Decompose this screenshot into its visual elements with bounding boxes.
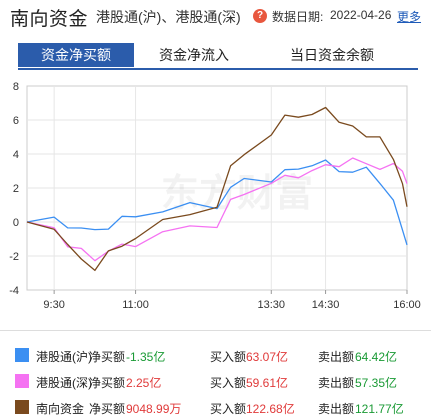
sell-amount-label: 卖出额	[318, 402, 355, 416]
x-tick-label: 16:00	[393, 299, 421, 311]
tab-underline	[18, 68, 418, 70]
sell-amount-value: 121.77亿	[355, 402, 404, 416]
tab-net-buy[interactable]: 资金净买额	[18, 43, 134, 67]
buy-amount-label: 买入额	[210, 402, 247, 416]
sell-amount-value: 57.35亿	[355, 376, 398, 390]
date-label: 数据日期:	[272, 10, 324, 24]
x-tick-label: 13:30	[258, 299, 286, 311]
y-tick-label: -2	[9, 251, 19, 263]
series-line-1	[26, 159, 408, 246]
y-tick-label: 2	[13, 183, 19, 195]
page-title: 南向资金	[10, 9, 89, 30]
tab-daily-balance[interactable]: 当日资金余额	[290, 47, 374, 63]
y-tick-label: 8	[13, 81, 19, 93]
buy-amount-value: 122.68亿	[246, 402, 295, 416]
net-buy-label: 净买额	[89, 350, 126, 364]
series-line-2	[26, 157, 408, 262]
more-link[interactable]: 更多	[397, 10, 422, 24]
legend-row: 南向资金 净买额 9048.99万 买入额 122.68亿 卖出额 121.77亿	[0, 395, 431, 419]
sell-amount-label: 卖出额	[318, 350, 355, 364]
y-tick-label: 0	[13, 217, 19, 229]
buy-amount-label: 买入额	[210, 376, 247, 390]
net-buy-label: 净买额	[89, 376, 126, 390]
y-tick-label: 4	[13, 149, 19, 161]
sell-amount-label: 卖出额	[318, 376, 355, 390]
legend-name: 港股通(深)	[36, 376, 92, 390]
y-tick-label: 6	[13, 115, 19, 127]
y-tick-label: -4	[9, 285, 19, 297]
legend-row: 港股通(深) 净买额 2.25亿 买入额 59.61亿 卖出额 57.35亿	[0, 369, 431, 393]
x-tick-label: 11:00	[122, 299, 149, 311]
net-buy-value: 2.25亿	[126, 376, 162, 390]
tab-bar: 资金净买额 资金净流入 当日资金余额	[0, 43, 431, 70]
sell-amount-value: 64.42亿	[355, 350, 398, 364]
x-tick-label: 14:30	[312, 299, 340, 311]
question-mark-icon[interactable]: ?	[253, 9, 267, 23]
legend-row: 港股通(沪) 净买额 -1.35亿 买入额 63.07亿 卖出额 64.42亿	[0, 343, 431, 367]
divider	[0, 330, 431, 331]
legend-swatch	[15, 400, 29, 414]
header: 南向资金 港股通(沪)、港股通(深) ? 数据日期: 2022-04-26 更多	[0, 0, 431, 30]
date-value: 2022-04-26	[330, 8, 392, 22]
legend-name: 南向资金	[36, 402, 85, 416]
net-buy-label: 净买额	[89, 402, 126, 416]
watermark-logo: 东方财富	[161, 171, 313, 215]
legend-swatch	[15, 348, 29, 362]
tab-net-inflow[interactable]: 资金净流入	[159, 47, 229, 63]
buy-amount-value: 59.61亿	[246, 376, 289, 390]
buy-amount-label: 买入额	[210, 350, 247, 364]
legend-swatch	[15, 374, 29, 388]
series-line-3	[26, 106, 408, 272]
x-tick-label: 9:30	[43, 299, 64, 311]
buy-amount-value: 63.07亿	[246, 350, 289, 364]
subtitle: 港股通(沪)、港股通(深)	[96, 9, 241, 25]
legend-name: 港股通(沪)	[36, 350, 92, 364]
net-buy-value: -1.35亿	[126, 350, 166, 364]
flow-line-chart: 8 6 4 2 0 -2 -4 9:30 11:00 13:30 14:30 16:00 东方财富	[9, 81, 421, 311]
net-buy-value: 9048.99万	[126, 402, 182, 416]
